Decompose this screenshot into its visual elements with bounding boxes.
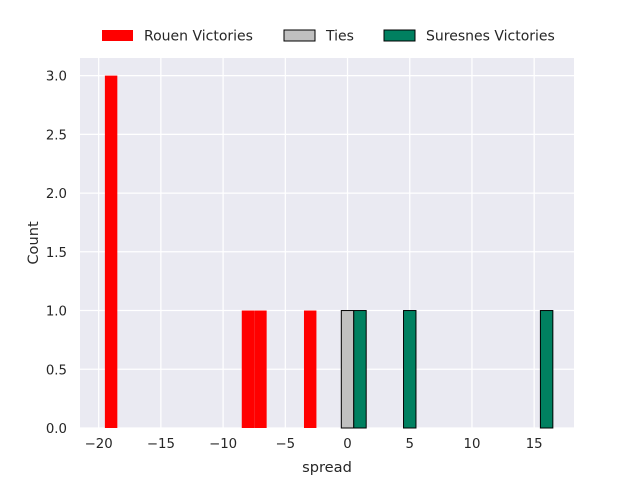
x-tick-label: 10 bbox=[464, 437, 481, 452]
legend-label: Ties bbox=[325, 29, 354, 45]
x-tick-label: −10 bbox=[209, 437, 237, 452]
histogram-bar bbox=[254, 310, 267, 428]
histogram-bar bbox=[340, 310, 355, 429]
x-axis-label: spread bbox=[302, 459, 352, 476]
histogram-bar bbox=[104, 75, 118, 428]
x-tick-label: 0 bbox=[343, 437, 351, 452]
histogram-bar bbox=[303, 310, 317, 428]
y-tick-label: 0.0 bbox=[46, 422, 67, 437]
legend-swatch bbox=[383, 29, 416, 42]
x-tick-label: −5 bbox=[276, 437, 296, 452]
histogram-bar bbox=[403, 310, 417, 429]
y-axis-ticks: 0.0 0.5 1.0 1.5 2.0 2.5 3.0 bbox=[46, 70, 67, 437]
legend-swatch bbox=[283, 29, 316, 42]
grid-lines bbox=[80, 58, 574, 429]
y-tick-label: 1.5 bbox=[46, 246, 67, 261]
histogram-bar bbox=[241, 310, 255, 428]
y-tick-label: 2.5 bbox=[46, 128, 67, 143]
x-tick-label: 15 bbox=[526, 437, 543, 452]
plot-area bbox=[80, 58, 574, 428]
y-tick-label: 3.0 bbox=[46, 70, 67, 85]
y-axis-label: Count bbox=[25, 221, 42, 265]
y-tick-label: 2.0 bbox=[46, 187, 67, 202]
legend: Rouen Victories Ties Suresnes Victories bbox=[102, 29, 555, 45]
legend-swatch bbox=[102, 30, 133, 41]
x-axis-ticks: −20 −15 −10 −5 0 5 10 15 bbox=[85, 437, 543, 452]
bars-group bbox=[104, 75, 554, 429]
x-tick-label: 5 bbox=[406, 437, 414, 452]
legend-label: Rouen Victories bbox=[144, 29, 253, 45]
x-tick-label: −20 bbox=[85, 437, 113, 452]
legend-label: Suresnes Victories bbox=[426, 29, 555, 45]
y-tick-label: 1.0 bbox=[46, 305, 67, 320]
x-tick-label: −15 bbox=[147, 437, 175, 452]
histogram-bar bbox=[539, 310, 554, 429]
y-tick-label: 0.5 bbox=[46, 363, 67, 378]
histogram-bar bbox=[353, 310, 367, 429]
